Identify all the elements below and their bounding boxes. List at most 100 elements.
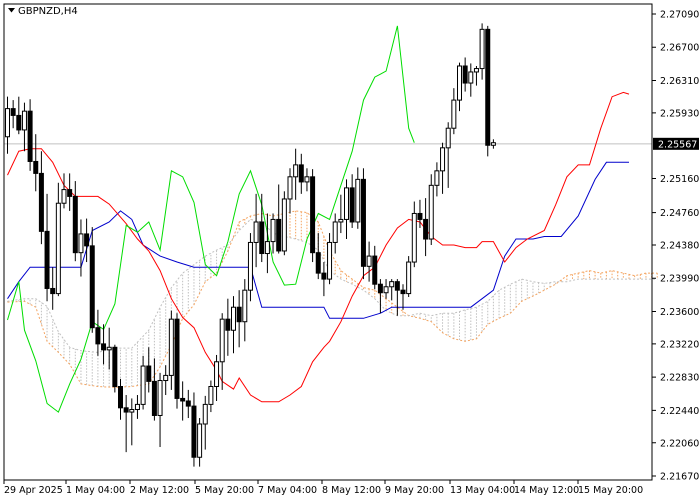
candle-body xyxy=(72,195,78,254)
candle xyxy=(253,193,259,268)
candle xyxy=(112,344,118,393)
candle-body xyxy=(462,65,468,84)
candle-body xyxy=(440,147,446,172)
candle-body xyxy=(383,286,389,294)
y-tick-label: 2.27090 xyxy=(660,10,699,21)
candle xyxy=(372,245,378,290)
indicator-lines xyxy=(7,25,630,413)
candle xyxy=(451,88,457,135)
candle-body xyxy=(55,202,61,295)
candle xyxy=(462,57,468,92)
candle xyxy=(225,298,231,356)
candle xyxy=(327,233,333,285)
candle-body xyxy=(151,380,157,416)
candle-body xyxy=(168,318,174,376)
candle-body xyxy=(174,318,180,399)
candle-body xyxy=(33,160,39,174)
candle xyxy=(406,256,412,297)
candle-body xyxy=(428,184,434,240)
candle xyxy=(21,102,27,152)
symbol-dropdown-icon[interactable] xyxy=(8,8,15,13)
candle xyxy=(140,355,146,410)
candle-body xyxy=(123,407,129,413)
x-tick-label: 15 May 20:00 xyxy=(578,485,643,496)
candle-body xyxy=(202,403,208,425)
candle xyxy=(44,193,50,302)
candle-body xyxy=(231,306,236,331)
candle xyxy=(247,233,253,302)
candle xyxy=(191,392,197,467)
candle-body xyxy=(259,221,265,255)
candle xyxy=(33,134,39,192)
candle-body xyxy=(327,241,333,280)
candle-body xyxy=(78,233,84,254)
x-tick-label: 29 Apr 2025 xyxy=(4,485,63,496)
candle-body xyxy=(61,189,67,204)
candle xyxy=(118,378,123,420)
candle-body xyxy=(355,178,361,223)
y-tick-label: 2.24380 xyxy=(660,241,699,252)
candle xyxy=(434,162,440,197)
candle xyxy=(185,389,191,419)
y-tick-label: 2.22830 xyxy=(660,373,699,384)
candle xyxy=(315,233,321,280)
candle-body xyxy=(219,318,225,363)
candle xyxy=(219,313,225,390)
candle xyxy=(276,184,282,254)
candle-body xyxy=(473,68,479,73)
candle-body xyxy=(253,221,259,243)
candle xyxy=(5,96,10,154)
candle-body xyxy=(146,365,152,382)
candle-body xyxy=(10,108,16,116)
y-tick-label: 2.23600 xyxy=(660,307,699,318)
candle-body xyxy=(417,212,423,220)
candle-body xyxy=(197,423,203,458)
candle xyxy=(457,62,462,112)
candle-body xyxy=(225,318,231,331)
candle-body xyxy=(310,176,316,254)
candle-body xyxy=(191,405,197,458)
candle-body xyxy=(349,187,355,223)
kijun-sen-line xyxy=(7,161,629,319)
candle xyxy=(287,168,293,214)
candle xyxy=(349,174,355,228)
candle-body xyxy=(270,218,276,243)
x-tick-label: 8 May 12:00 xyxy=(322,485,381,496)
candle xyxy=(321,262,327,297)
y-tick-label: 2.22060 xyxy=(660,438,699,449)
candle xyxy=(293,148,299,200)
candle-body xyxy=(21,110,27,131)
candle xyxy=(366,241,372,282)
candle xyxy=(16,96,22,135)
candle xyxy=(423,198,429,257)
candle xyxy=(394,279,400,316)
candle xyxy=(411,201,417,268)
y-tick-label: 2.23990 xyxy=(660,274,699,285)
current-price-label: 2.25567 xyxy=(658,139,697,150)
candle-body xyxy=(377,283,383,294)
candle-body xyxy=(140,365,146,405)
candle-body xyxy=(298,164,304,183)
y-tick-label: 2.24760 xyxy=(660,208,699,219)
chikou-span-line xyxy=(7,25,415,413)
candle xyxy=(67,173,73,211)
candle-body xyxy=(67,189,73,197)
candle-body xyxy=(27,110,33,162)
candle xyxy=(95,309,101,356)
candle-body xyxy=(287,176,293,200)
candle-body xyxy=(423,218,429,240)
x-tick-label: 2 May 12:00 xyxy=(130,485,189,496)
candle-body xyxy=(38,172,44,232)
candle-body xyxy=(445,127,451,149)
x-tick-label: 1 May 04:00 xyxy=(66,485,125,496)
x-tick-label: 14 May 12:00 xyxy=(514,485,579,496)
candle xyxy=(214,354,220,401)
candle-body xyxy=(101,343,107,351)
current-price-tag: 2.25567 xyxy=(653,137,699,150)
y-tick-label: 2.25930 xyxy=(660,108,699,119)
candle-body xyxy=(372,255,378,285)
candle xyxy=(304,168,310,192)
candle-body xyxy=(479,28,485,70)
candle-body xyxy=(118,385,123,409)
